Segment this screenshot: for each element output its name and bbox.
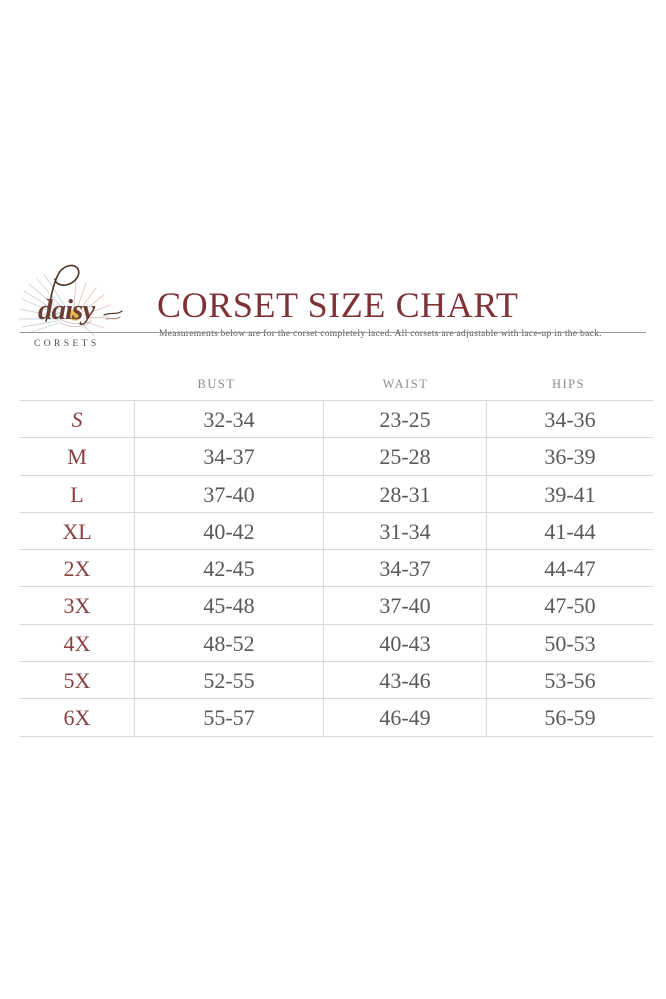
svg-text:daisy: daisy — [38, 294, 95, 326]
